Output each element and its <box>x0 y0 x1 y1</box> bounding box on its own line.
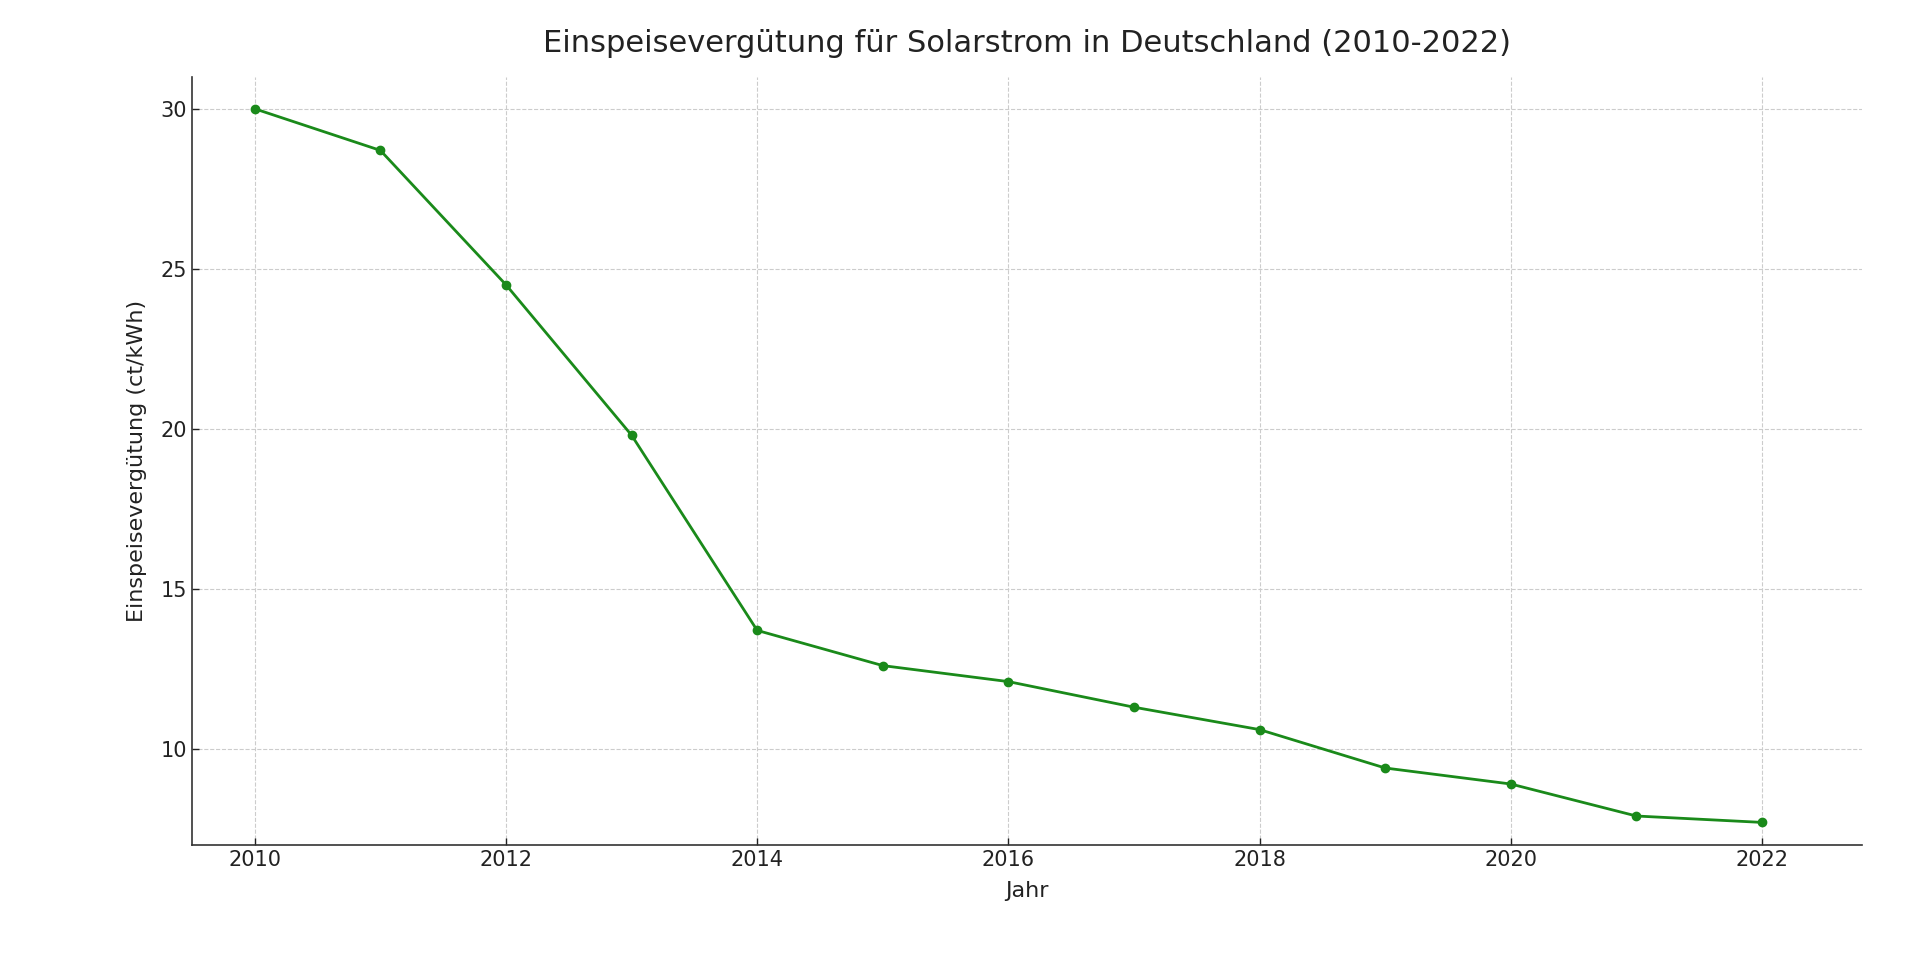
Y-axis label: Einspeisevergütung (ct/kWh): Einspeisevergütung (ct/kWh) <box>127 300 146 622</box>
X-axis label: Jahr: Jahr <box>1006 880 1048 900</box>
Title: Einspeisevergütung für Solarstrom in Deutschland (2010-2022): Einspeisevergütung für Solarstrom in Deu… <box>543 29 1511 58</box>
